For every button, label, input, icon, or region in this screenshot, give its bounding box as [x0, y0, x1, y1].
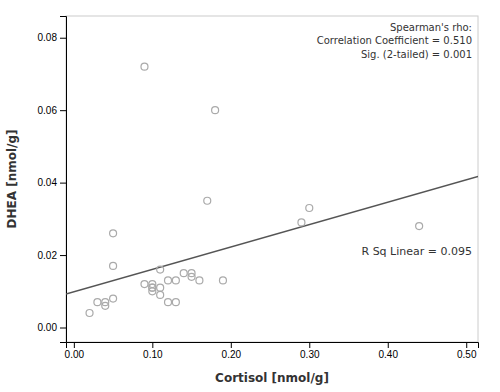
- annotations: Spearman's rho:Correlation Coefficient =…: [317, 22, 472, 258]
- y-axis: 0.00 0.02 0.04 0.06 0.08: [38, 17, 67, 343]
- axis-line: [67, 343, 479, 349]
- point: [165, 299, 172, 306]
- tick-mark: [466, 342, 467, 348]
- tick-label: 0.00: [38, 322, 58, 333]
- tick: 0.04: [38, 177, 66, 188]
- annotation: Spearman's rho:Correlation Coefficient =…: [317, 22, 472, 60]
- tick: 0.50: [457, 342, 477, 360]
- tick-mark: [60, 183, 66, 184]
- tick-mark: [60, 328, 66, 329]
- point: [110, 262, 117, 269]
- tick-label: 0.50: [457, 349, 477, 360]
- point: [172, 277, 179, 284]
- tick: 0.20: [222, 342, 242, 360]
- tick-label: 0.20: [222, 349, 242, 360]
- axis-line: [60, 17, 67, 343]
- tick-mark: [309, 342, 310, 348]
- annotation: R Sq Linear = 0.095: [362, 245, 473, 258]
- tick-label: 0.08: [38, 32, 58, 43]
- marks: [66, 63, 478, 316]
- point: [212, 107, 219, 114]
- point: [141, 281, 148, 288]
- tick: 0.10: [143, 342, 163, 360]
- plot: 0.00 0.10 0.20 0.30 0.40 0.50 0.00 0.02 0.04 0.06…: [38, 16, 479, 360]
- tick-label: 0.04: [38, 177, 58, 188]
- y-axis-label: DHEA [nmol/g]: [5, 129, 19, 228]
- tick: 0.02: [38, 250, 66, 261]
- point: [180, 270, 187, 277]
- tick-mark: [60, 255, 66, 256]
- point: [306, 204, 313, 211]
- plot-frame: [66, 16, 478, 342]
- point: [94, 299, 101, 306]
- tick: 0.30: [300, 342, 320, 360]
- tick-label: 0.06: [38, 105, 58, 116]
- tick-label: 0.02: [38, 250, 58, 261]
- tick: 0.08: [38, 32, 66, 43]
- point: [110, 230, 117, 237]
- x-axis-label: Cortisol [nmol/g]: [215, 371, 329, 385]
- point: [172, 299, 179, 306]
- tick-mark: [60, 38, 66, 39]
- point: [219, 277, 226, 284]
- tick-label: 0.40: [379, 349, 399, 360]
- point: [157, 266, 164, 273]
- tick-mark: [152, 342, 153, 348]
- tick: 0.00: [65, 342, 85, 360]
- point: [188, 270, 195, 277]
- point: [149, 284, 156, 291]
- tick: 0.40: [379, 342, 399, 360]
- tick-mark: [231, 342, 232, 348]
- point: [204, 197, 211, 204]
- point: [86, 310, 93, 317]
- point: [102, 302, 109, 309]
- tick-mark: [74, 342, 75, 348]
- point: [298, 219, 305, 226]
- x-axis: 0.00 0.10 0.20 0.30 0.40 0.50: [65, 342, 479, 360]
- point: [157, 291, 164, 298]
- point: [110, 295, 117, 302]
- tick-label: 0.10: [143, 349, 163, 360]
- point: [196, 277, 203, 284]
- point: [141, 63, 148, 70]
- point: [165, 277, 172, 284]
- point: [416, 223, 423, 230]
- chart: 0.00 0.10 0.20 0.30 0.40 0.50 0.00 0.02 0.04 0.06…: [0, 0, 500, 392]
- tick: 0.06: [38, 105, 66, 116]
- tick: 0.00: [38, 322, 66, 333]
- point: [157, 284, 164, 291]
- fit-line: [66, 177, 478, 295]
- tick-mark: [60, 110, 66, 111]
- tick-label: 0.00: [65, 349, 85, 360]
- tick-label: 0.30: [300, 349, 320, 360]
- tick-mark: [388, 342, 389, 348]
